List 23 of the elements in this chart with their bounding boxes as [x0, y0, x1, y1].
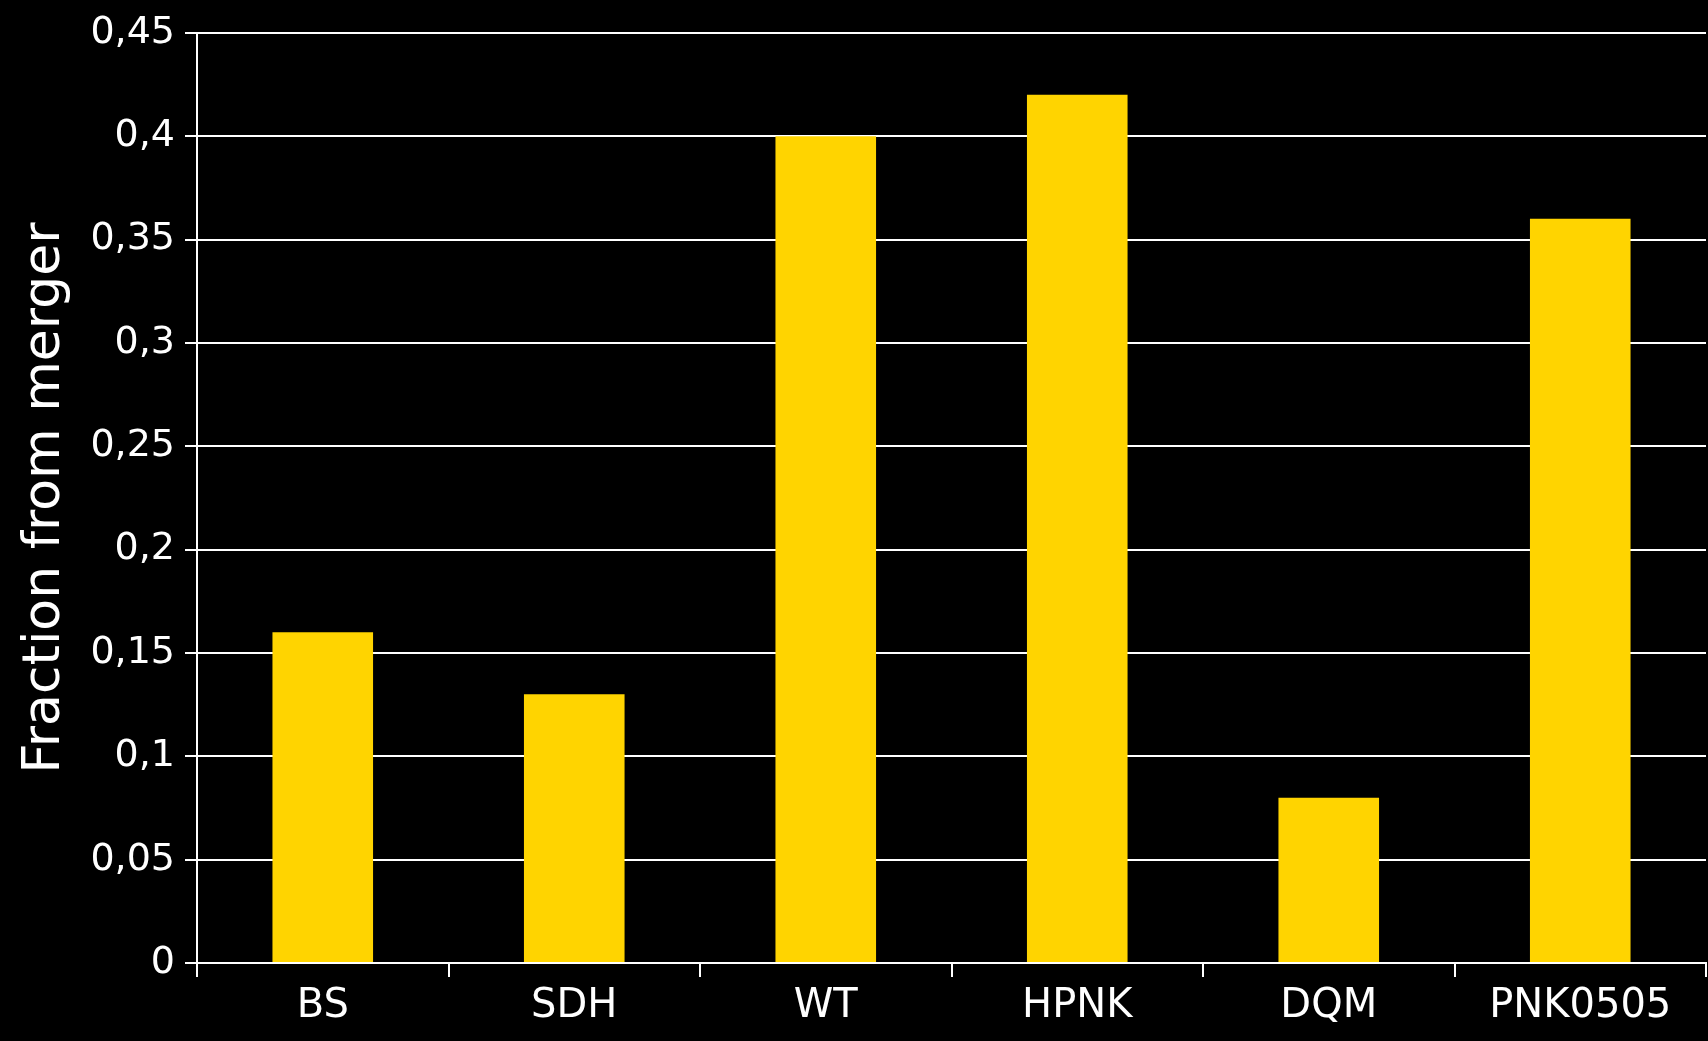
bar [523, 694, 625, 962]
y-tick-label: 0,4 [114, 111, 176, 156]
y-tick-label: 0,35 [90, 214, 176, 259]
x-tick-label: SDH [531, 980, 618, 1027]
y-tick-label: 0,3 [114, 317, 176, 362]
y-axis-title: Fraction from merger [10, 221, 71, 774]
y-tick-label: 0,25 [90, 421, 176, 466]
y-tick-label: 0,2 [114, 524, 176, 569]
y-tick-label: 0,05 [90, 834, 176, 879]
x-tick-label: HPNK [1022, 980, 1135, 1027]
y-tick-label: 0 [150, 937, 176, 982]
y-tick-label: 0,1 [114, 731, 176, 776]
x-tick-label: PNK0505 [1489, 980, 1672, 1027]
x-tick-label: DQM [1280, 980, 1378, 1027]
bar [775, 136, 877, 962]
y-tick-label: 0,15 [90, 627, 176, 672]
x-tick-label: WT [793, 980, 859, 1027]
bar [1529, 218, 1631, 962]
bar [272, 632, 374, 962]
bar [1278, 797, 1380, 962]
x-tick-label: BS [296, 980, 349, 1027]
y-tick-label: 0,45 [90, 7, 176, 52]
bar [1026, 94, 1128, 962]
